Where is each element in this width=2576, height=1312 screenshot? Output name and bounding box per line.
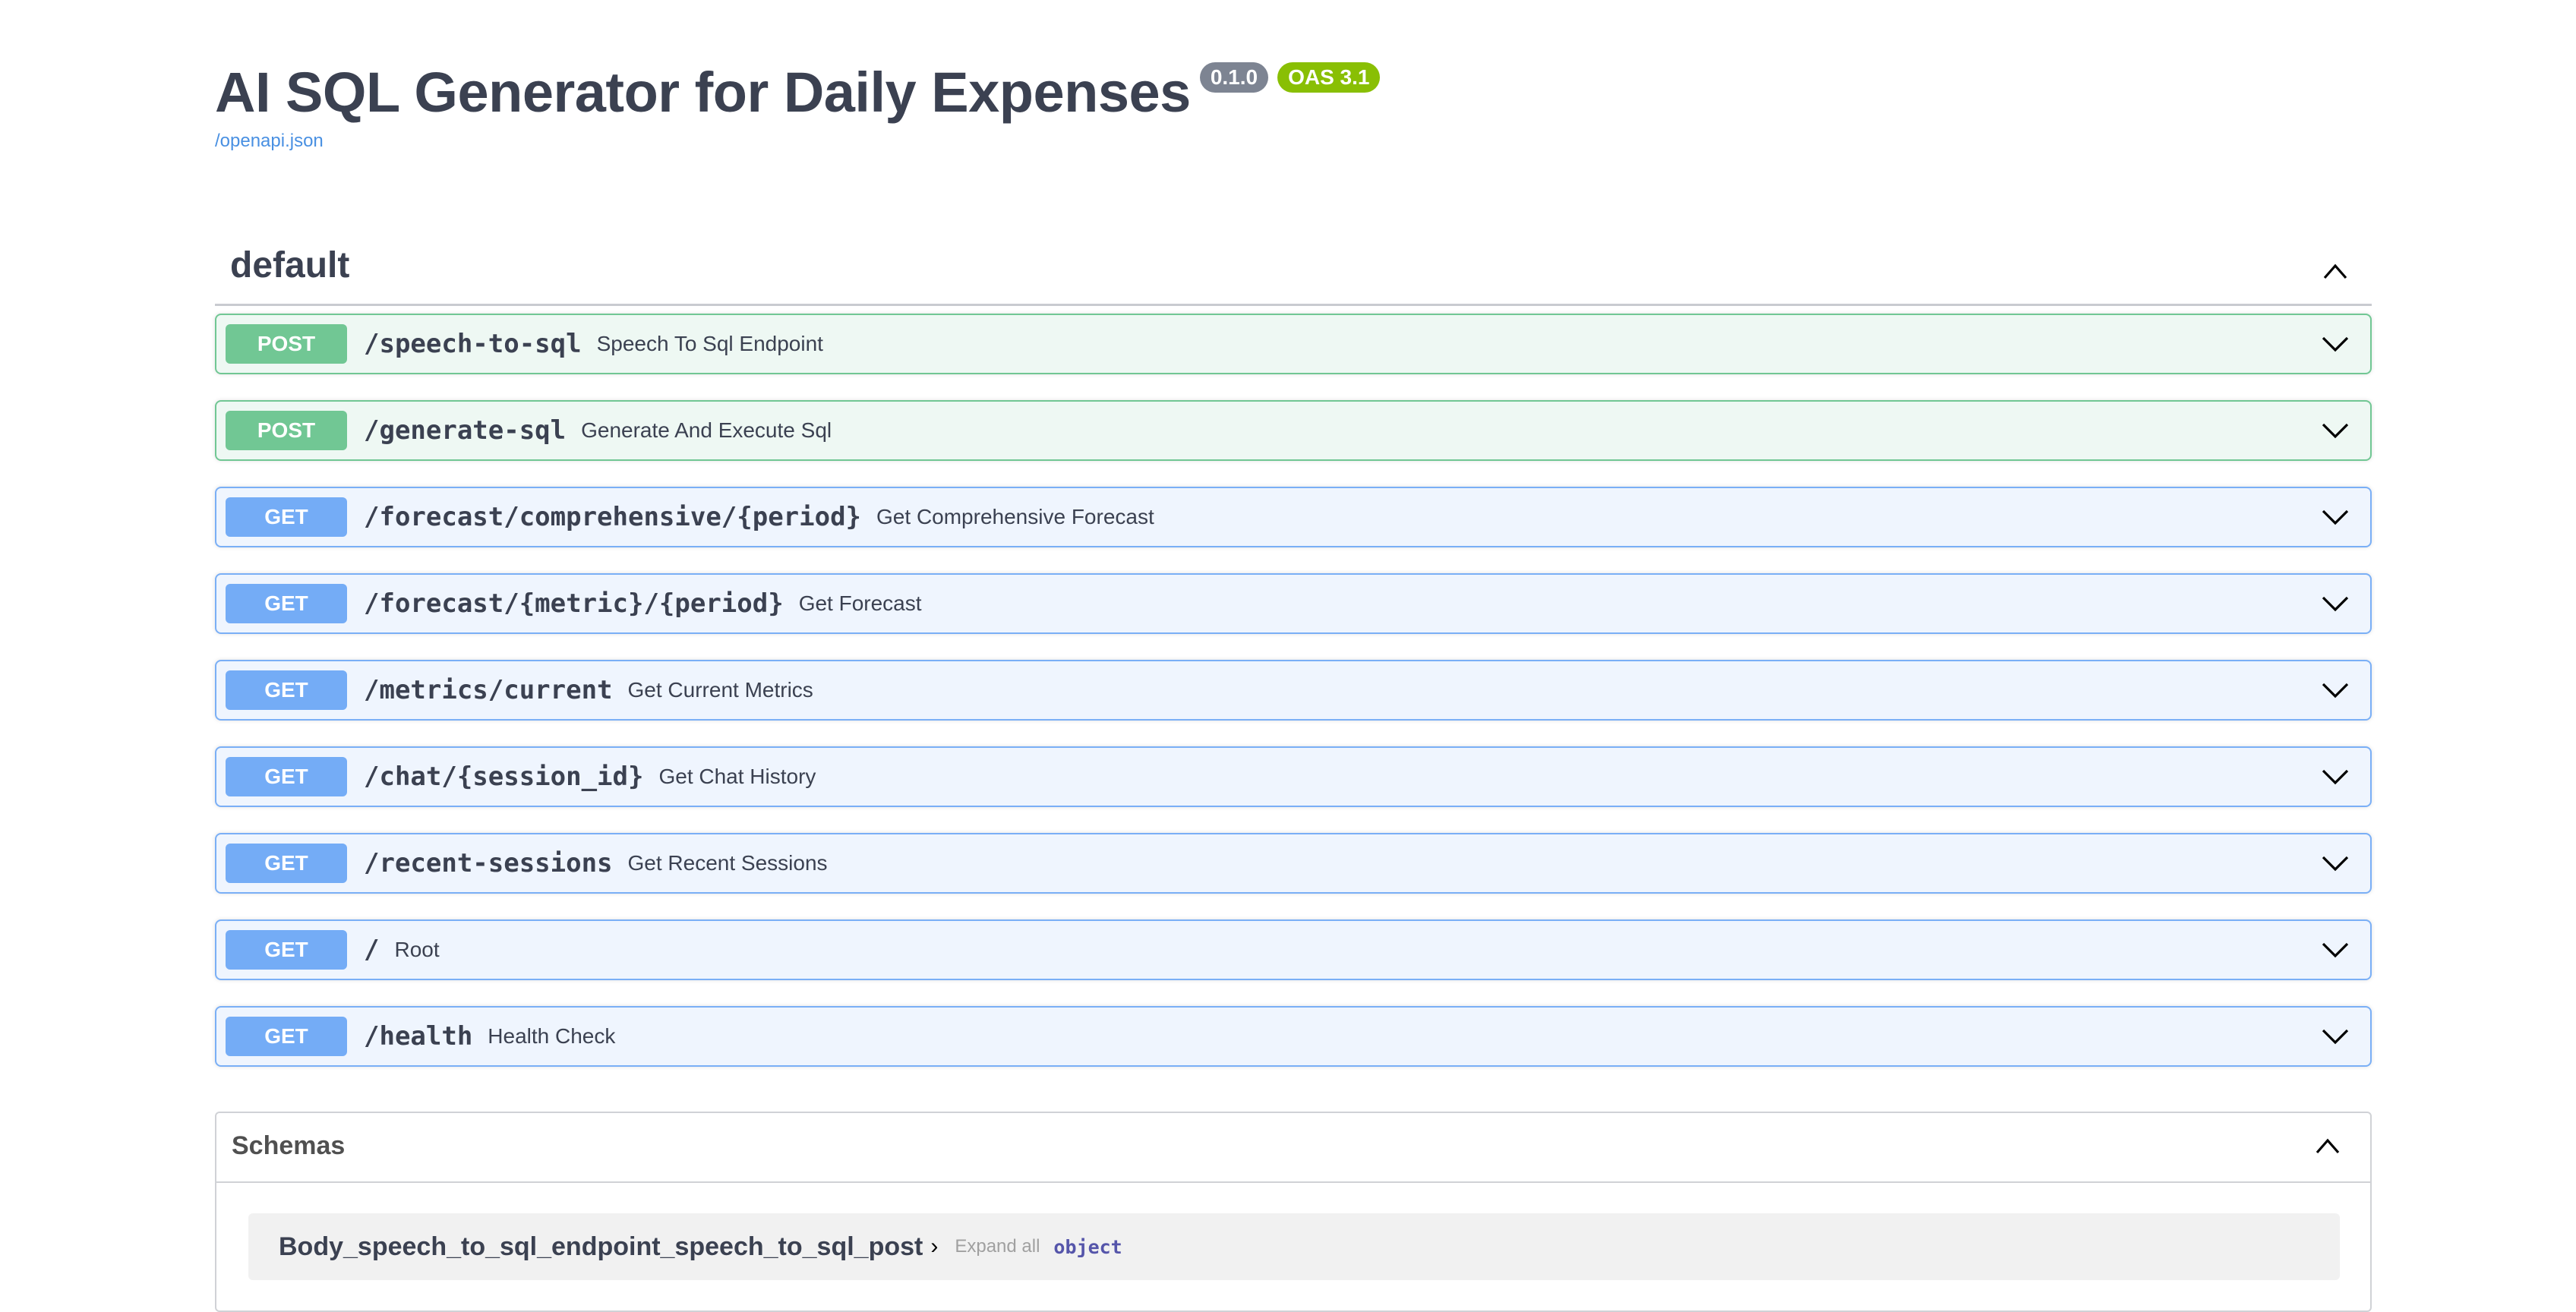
operations-list: POST/speech-to-sql Speech To Sql Endpoint… [215, 314, 2372, 1093]
operation-summary: Speech To Sql Endpoint [596, 332, 823, 355]
operation-path: /recent-sessions [364, 848, 613, 878]
operation-get-row[interactable]: GET/recent-sessions Get Recent Sessions [215, 833, 2372, 894]
operation-get-row[interactable]: GET/chat/{session_id} Get Chat History [215, 746, 2372, 807]
operation-get-row[interactable]: GET/health Health Check [215, 1006, 2372, 1067]
chevron-right-icon[interactable]: › [930, 1234, 939, 1259]
chevron-down-icon[interactable] [2320, 332, 2350, 356]
operation-post-row[interactable]: POST/speech-to-sql Speech To Sql Endpoint [215, 314, 2372, 374]
schema-type: object [1053, 1235, 1122, 1258]
operation-summary: Health Check [488, 1024, 616, 1048]
schema-name[interactable]: Body_speech_to_sql_endpoint_speech_to_sq… [279, 1232, 923, 1261]
operation-path: / [364, 935, 380, 965]
method-badge: POST [226, 411, 347, 450]
tag-section-default[interactable]: default [215, 240, 2372, 306]
chevron-down-icon[interactable] [2320, 591, 2350, 616]
method-badge: GET [226, 670, 347, 710]
method-badge: POST [226, 324, 347, 364]
method-badge: GET [226, 584, 347, 623]
operation-summary: Get Current Metrics [627, 678, 813, 702]
chevron-down-icon[interactable] [2320, 938, 2350, 962]
operation-path: /chat/{session_id} [364, 762, 644, 792]
method-badge: GET [226, 1017, 347, 1056]
operation-path: /speech-to-sql [364, 329, 582, 359]
operation-path: /forecast/{metric}/{period} [364, 588, 784, 619]
schemas-section: Schemas Body_speech_to_sql_endpoint_spee… [215, 1112, 2372, 1312]
chevron-down-icon[interactable] [2320, 505, 2350, 529]
schema-item[interactable]: Body_speech_to_sql_endpoint_speech_to_sq… [248, 1213, 2340, 1280]
chevron-down-icon[interactable] [2320, 765, 2350, 789]
page-title: AI SQL Generator for Daily Expenses [215, 61, 1191, 124]
operation-summary: Generate And Execute Sql [581, 418, 832, 442]
method-badge: GET [226, 497, 347, 537]
operation-path: /forecast/comprehensive/{period} [364, 502, 862, 532]
operation-summary: Root [394, 938, 440, 961]
schemas-title: Schemas [232, 1131, 346, 1160]
oas-badge: OAS 3.1 [1277, 62, 1381, 93]
chevron-down-icon[interactable] [2320, 678, 2350, 702]
method-badge: GET [226, 930, 347, 970]
operation-summary: Get Chat History [658, 765, 816, 788]
expand-all-link[interactable]: Expand all [955, 1236, 1040, 1257]
operation-get-row[interactable]: GET/forecast/{metric}/{period} Get Foreca… [215, 573, 2372, 634]
operation-get-row[interactable]: GET/forecast/comprehensive/{period} Get C… [215, 487, 2372, 547]
chevron-up-icon[interactable] [2320, 257, 2350, 287]
info-header: AI SQL Generator for Daily Expenses 0.1.… [215, 55, 1381, 131]
chevron-down-icon[interactable] [2320, 851, 2350, 875]
operation-path: /metrics/current [364, 675, 613, 705]
version-badge: 0.1.0 [1199, 62, 1269, 93]
operation-post-row[interactable]: POST/generate-sql Generate And Execute Sq… [215, 400, 2372, 461]
chevron-down-icon[interactable] [2320, 418, 2350, 443]
chevron-down-icon[interactable] [2320, 1024, 2350, 1049]
schemas-header[interactable]: Schemas [216, 1113, 2370, 1183]
operation-path: /generate-sql [364, 415, 567, 446]
method-badge: GET [226, 757, 347, 796]
tag-name: default [230, 245, 350, 285]
openapi-json-link[interactable]: /openapi.json [215, 131, 324, 151]
operation-path: /health [364, 1021, 473, 1052]
operation-get-row[interactable]: GET/metrics/current Get Current Metrics [215, 660, 2372, 721]
chevron-up-icon[interactable] [2312, 1131, 2343, 1162]
operation-summary: Get Comprehensive Forecast [876, 505, 1154, 528]
method-badge: GET [226, 844, 347, 883]
operation-summary: Get Recent Sessions [627, 851, 828, 875]
operation-summary: Get Forecast [798, 591, 922, 615]
operation-get-row[interactable]: GET / Root [215, 919, 2372, 980]
